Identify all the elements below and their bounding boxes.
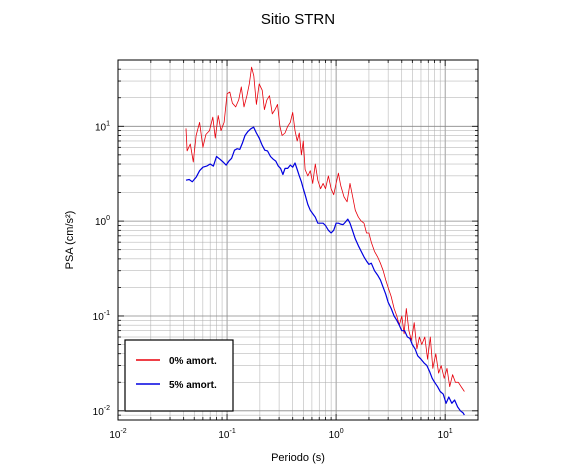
x-tick-label-1: 10-1 xyxy=(218,428,235,441)
y-axis-label: PSA (cm/s²) xyxy=(64,211,76,270)
chart-title: Sitio STRN xyxy=(261,11,335,28)
ticks: 10-2 10-1 100 101 10-2 10-1 100 101 xyxy=(93,59,479,441)
x-tick-label-3: 101 xyxy=(438,428,453,441)
y-tick-label-0: 10-2 xyxy=(93,405,110,418)
legend-label-1: 5% amort. xyxy=(169,380,217,391)
y-tick-label-3: 101 xyxy=(95,120,110,133)
x-axis-label: Periodo (s) xyxy=(271,452,325,464)
y-tick-label-1: 10-1 xyxy=(93,310,110,323)
x-tick-label-0: 10-2 xyxy=(109,428,126,441)
legend-box xyxy=(124,339,234,412)
y-tick-label-2: 100 xyxy=(95,215,110,228)
series-layer xyxy=(185,66,465,416)
series-line-0 xyxy=(185,66,465,392)
legend-label-0: 0% amort. xyxy=(169,356,217,367)
plot-frame xyxy=(117,59,479,421)
x-tick-label-2: 100 xyxy=(329,428,344,441)
legend: 0% amort. 5% amort. xyxy=(124,339,234,412)
series-line-1 xyxy=(185,126,465,416)
